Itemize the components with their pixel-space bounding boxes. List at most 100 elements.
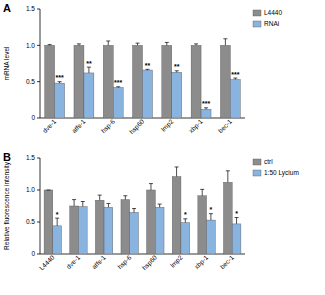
error-cap [116,86,120,87]
error-cap [77,43,81,44]
x-tick-label: xbp-1 [187,117,204,134]
error-bar [136,43,140,45]
error-cap [98,195,102,196]
error-cap [204,107,208,108]
error-stem [108,203,109,207]
error-bar [149,184,153,190]
panel-label: A [3,2,11,14]
legend-label: RNAi [264,20,279,27]
error-cap [72,199,76,200]
legend-label: 1:50 Lycium [264,169,299,177]
x-tick-label: hsp-6 [99,117,116,134]
significance: ** [174,63,180,70]
error-bar [226,171,230,183]
error-stem [227,171,228,183]
bar [53,226,62,254]
x-tick-label: hsp-6 [116,253,133,270]
panel-label: B [3,151,11,163]
y-tick [37,9,40,10]
bar [223,182,232,254]
error-stem [202,189,203,195]
error-bar [77,44,81,45]
significance: *** [56,74,64,81]
error-bar [233,78,237,79]
y-axis-label: mRNA level [3,46,10,81]
error-bar [55,218,59,226]
y-tick [37,190,40,191]
error-cap [55,218,59,219]
error-cap [223,38,227,39]
error-bar [116,86,120,88]
error-bar [204,108,208,109]
y-tick-label: 1.0 [26,42,35,49]
error-stem [185,219,186,223]
bar [232,224,241,254]
x-tick-label: atfs-1 [70,117,87,134]
error-cap [87,67,91,68]
error-stem [176,167,177,177]
significance: ** [145,62,151,69]
bar [230,79,240,118]
error-cap [106,203,110,204]
bar [147,190,156,254]
y-tick [37,254,40,255]
error-stem [88,67,89,73]
bar [181,223,190,254]
bar [133,45,143,118]
error-stem [166,42,167,45]
error-bar [194,44,198,45]
y-tick-label: 0 [31,114,35,121]
error-stem [99,195,100,200]
error-cap [158,204,162,205]
y-tick-label: 0.5 [26,78,35,85]
error-cap [81,201,85,202]
y-axis [40,158,41,254]
x-tick-label: hsp60 [141,253,159,271]
significance: ** [86,60,92,67]
error-stem [82,202,83,207]
bar [113,87,123,118]
error-bar [98,195,102,200]
error-cap [132,208,136,209]
bars [44,167,241,254]
error-bar [87,67,91,73]
y-tick [37,81,40,82]
error-stem [134,209,135,213]
error-cap [58,81,62,82]
y-tick [37,118,40,119]
y-tick [37,158,40,159]
error-cap [209,213,213,214]
error-bar [175,71,179,72]
error-bar [235,218,239,224]
y-tick-label: 1.5 [26,154,35,161]
error-cap [145,69,149,70]
error-bar [145,69,149,71]
bar [121,200,130,254]
significance: *** [114,79,122,86]
bar [103,45,113,118]
bar [143,70,153,118]
bar [74,45,84,118]
error-bar [123,196,127,200]
error-bar [209,214,213,220]
y-tick-label: 0.5 [26,218,35,225]
y-tick-label: 1.0 [26,186,35,193]
x-tick-label: atfs-1 [90,253,107,270]
bar [78,207,87,254]
error-cap [226,170,230,171]
panel: AmRNA level00.51.01.5******************d… [3,2,282,136]
x-tick-label: dve-1 [41,117,58,134]
error-bar [106,41,110,45]
error-bar [81,202,85,207]
annotations: **** [56,206,238,218]
y-tick-label: 1.5 [26,5,35,12]
bar [130,212,139,254]
bar [172,177,181,254]
bars [45,39,241,118]
error-stem [108,41,109,45]
error-bar [72,200,76,206]
y-tick [37,222,40,223]
bar [201,109,211,118]
error-cap [48,44,52,45]
x-tick-label: bec-1 [217,117,234,134]
